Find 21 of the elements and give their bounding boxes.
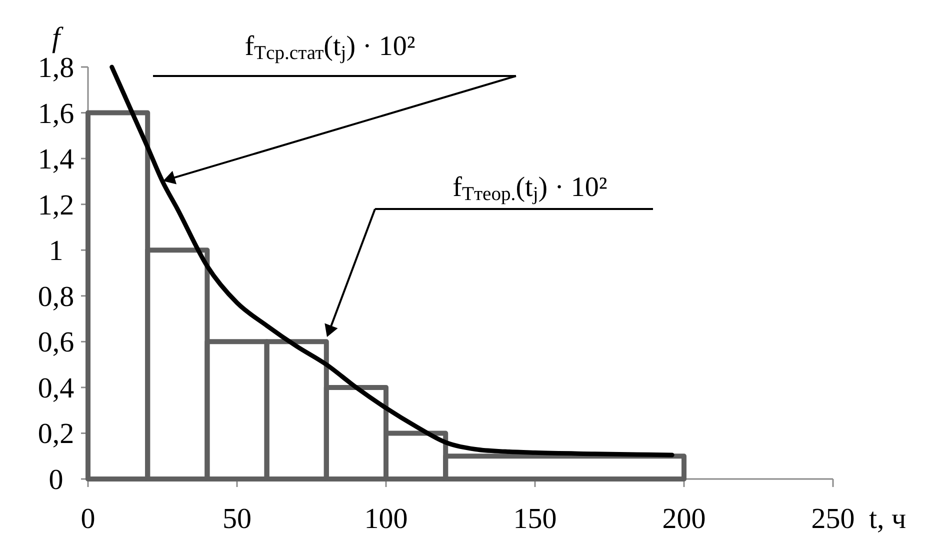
x-tick-label: 150 bbox=[513, 503, 557, 535]
y-tick-label: 1,6 bbox=[38, 98, 74, 130]
y-tick-label: 1,8 bbox=[38, 52, 74, 84]
x-tick-label: 0 bbox=[80, 503, 96, 535]
y-tick-label: 1 bbox=[48, 235, 64, 268]
x-axis-title: t, ч bbox=[869, 503, 906, 535]
y-tick-label: 1,2 bbox=[38, 189, 74, 222]
x-tick-label: 200 bbox=[662, 503, 706, 535]
y-tick-label: 0 bbox=[48, 464, 64, 496]
x-tick-label: 250 bbox=[811, 503, 855, 535]
line-series bbox=[110, 64, 674, 458]
text: f$_{Tср.стат}$(t$_{j}$) · 10² bbox=[244, 31, 416, 64]
x-tick-label: 50 bbox=[222, 503, 252, 535]
y-tick-label: 0,6 bbox=[38, 326, 74, 359]
annotation: f$_{Tтеор.}$(t$_{j}$) · 10² bbox=[452, 172, 608, 205]
y-tick-label: 0,2 bbox=[38, 418, 74, 450]
y-tick-label: 1,4 bbox=[38, 144, 75, 176]
x-tick-label: 100 bbox=[364, 503, 408, 535]
y-tick-label: 0,4 bbox=[38, 372, 75, 404]
y-axis-title: f bbox=[52, 22, 64, 54]
y-tick-label: 0,8 bbox=[38, 280, 74, 313]
